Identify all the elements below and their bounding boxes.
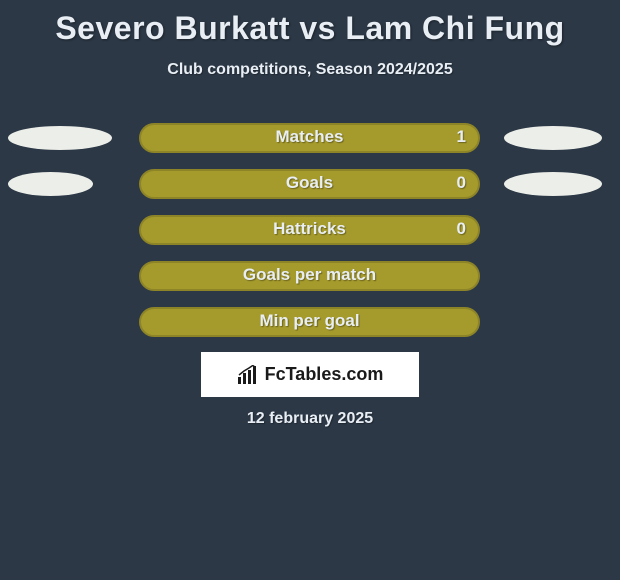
infographic-canvas: Severo Burkatt vs Lam Chi Fung Club comp… — [0, 0, 620, 580]
brand-chart-icon — [237, 365, 259, 385]
stat-label: Matches — [141, 127, 478, 147]
stat-bar: Goals0 — [139, 169, 480, 199]
stat-value: 1 — [457, 127, 466, 147]
stat-row: Goals per match — [0, 261, 620, 307]
page-title: Severo Burkatt vs Lam Chi Fung — [0, 0, 620, 47]
stat-row: Hattricks0 — [0, 215, 620, 261]
brand-box: FcTables.com — [201, 352, 419, 397]
stat-bar: Min per goal — [139, 307, 480, 337]
right-ellipse — [504, 126, 602, 150]
stat-row: Matches1 — [0, 123, 620, 169]
stat-label: Min per goal — [141, 311, 478, 331]
stat-bar: Goals per match — [139, 261, 480, 291]
stat-row: Min per goal — [0, 307, 620, 353]
stat-value: 0 — [457, 219, 466, 239]
stat-label: Goals per match — [141, 265, 478, 285]
left-ellipse — [8, 126, 112, 150]
subtitle: Club competitions, Season 2024/2025 — [0, 61, 620, 79]
stat-value: 0 — [457, 173, 466, 193]
brand-text: FcTables.com — [265, 364, 384, 385]
stat-label: Hattricks — [141, 219, 478, 239]
stat-bar: Hattricks0 — [139, 215, 480, 245]
stats-rows: Matches1Goals0Hattricks0Goals per matchM… — [0, 123, 620, 353]
stat-row: Goals0 — [0, 169, 620, 215]
footer-date: 12 february 2025 — [0, 410, 620, 428]
stat-bar: Matches1 — [139, 123, 480, 153]
right-ellipse — [504, 172, 602, 196]
stat-label: Goals — [141, 173, 478, 193]
left-ellipse — [8, 172, 93, 196]
